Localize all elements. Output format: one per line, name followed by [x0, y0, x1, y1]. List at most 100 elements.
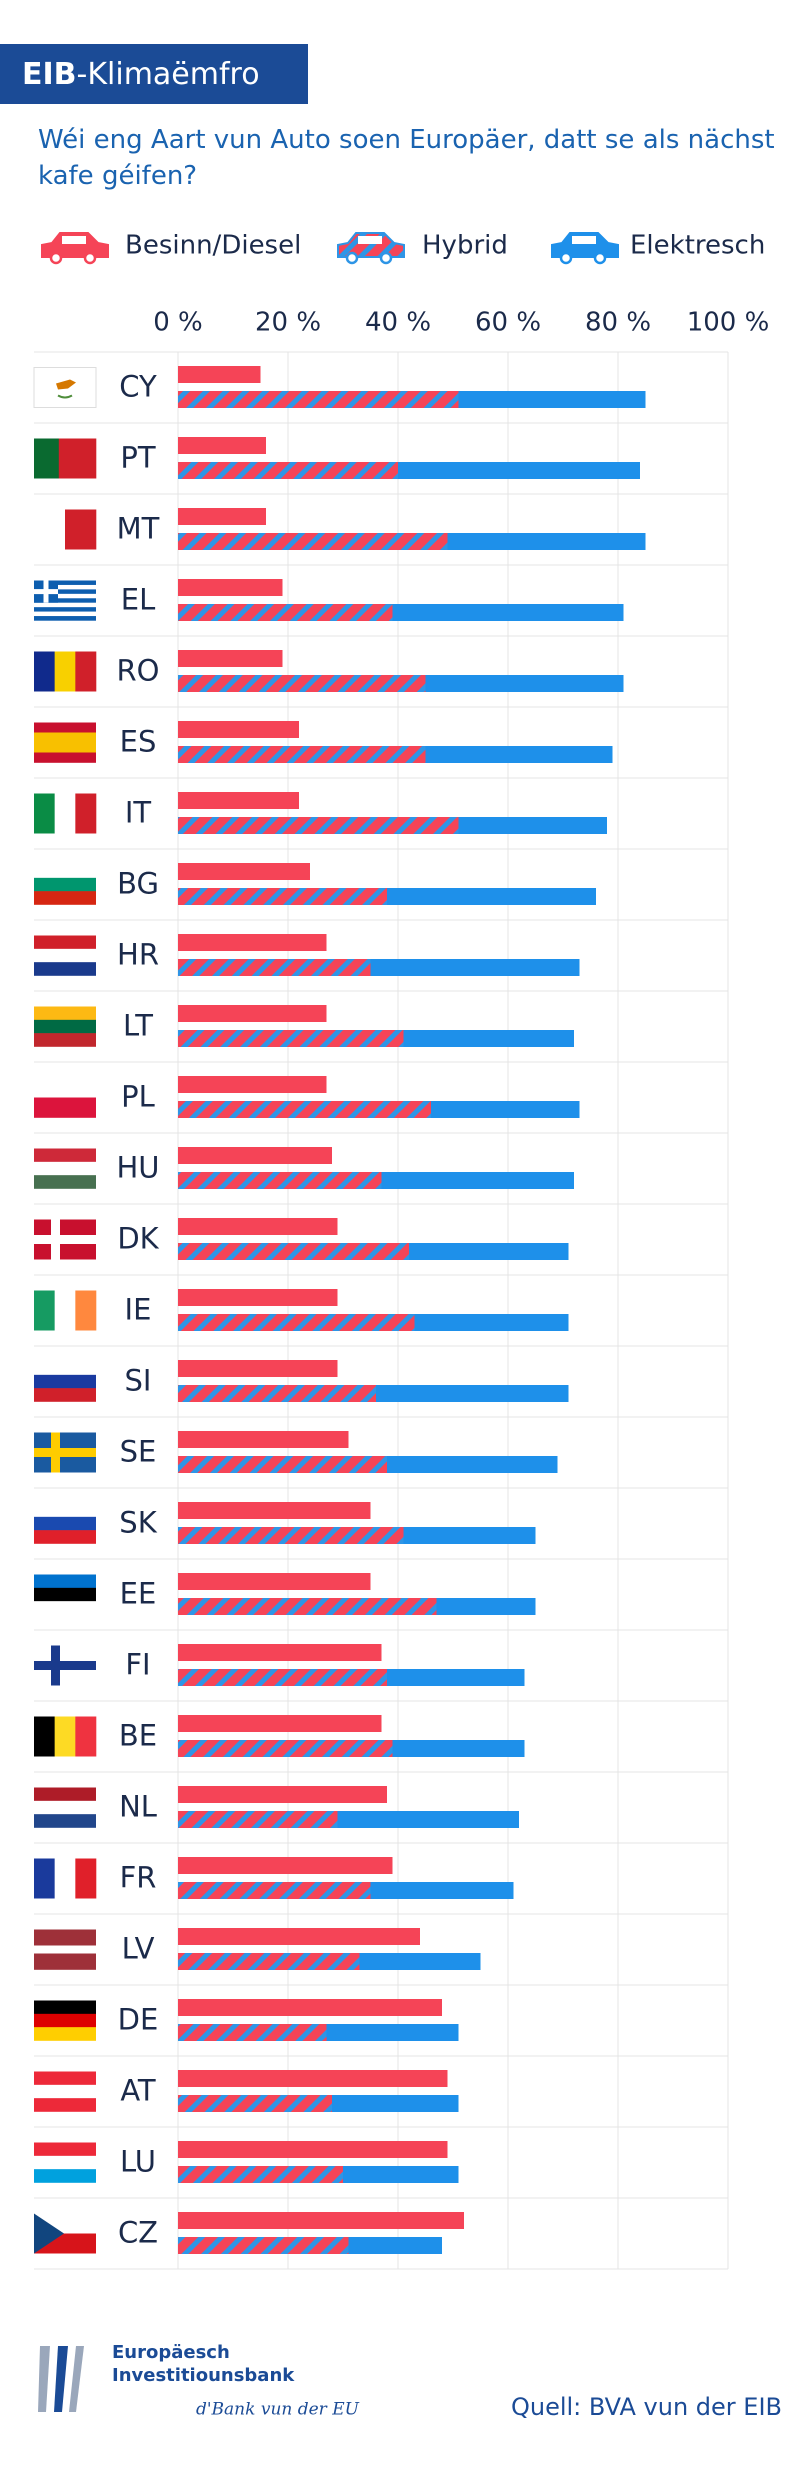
flag: [34, 1219, 96, 1260]
legend-icon: [41, 232, 109, 265]
category-label: NL: [119, 1790, 157, 1824]
flag: [34, 438, 97, 479]
bar: [332, 2095, 459, 2112]
category-label: EL: [121, 583, 155, 617]
bar: [178, 1928, 420, 1945]
bar: [178, 366, 261, 383]
category-label: FR: [120, 1861, 157, 1895]
subtitle: Wéi eng Aart vun Auto soen Europäer, dat…: [38, 125, 775, 191]
flag-part: [75, 793, 97, 834]
category-label: DK: [117, 1222, 159, 1256]
bar: [178, 888, 387, 905]
flag-part: [34, 948, 96, 963]
flag: [34, 1716, 97, 1757]
logo-mark: [38, 2346, 50, 2412]
bar: [392, 604, 624, 621]
bar: [376, 1385, 569, 1402]
logo-text: Investitiounsbank: [112, 2365, 295, 2386]
flag-part: [34, 584, 96, 590]
category-label: AT: [120, 2074, 156, 2108]
category-label: HU: [116, 1151, 159, 1185]
flag-part: [34, 1361, 96, 1376]
bar: [178, 675, 426, 692]
logo-mark: [69, 2346, 84, 2412]
flag: [34, 2071, 96, 2112]
flag-part: [34, 1503, 96, 1518]
flag-part: [34, 1574, 96, 1589]
flag-part: [34, 1953, 96, 1970]
flag-part: [34, 2071, 96, 2086]
flag-part: [34, 2155, 96, 2170]
flag-part: [34, 1290, 55, 1331]
category-label: RO: [117, 654, 160, 688]
flag-part: [34, 602, 96, 608]
car-body: [41, 232, 109, 258]
bar: [398, 462, 640, 479]
bar: [458, 817, 607, 834]
logo-text: Europäesch: [112, 2342, 230, 2363]
flag-part: [34, 1175, 96, 1189]
flag-part: [34, 2000, 96, 2015]
flag-part: [34, 732, 96, 753]
legend-icon: [551, 232, 619, 265]
bar: [178, 1005, 327, 1022]
bar: [178, 579, 283, 596]
flag-part: [34, 1587, 96, 1602]
legend-label: Besinn/Diesel: [125, 231, 301, 261]
bar: [414, 1314, 569, 1331]
title-text: -Klimaëmfro: [77, 57, 260, 92]
x-tick-label: 80 %: [585, 308, 651, 338]
bar: [178, 1101, 431, 1118]
flag-part: [34, 2098, 96, 2112]
category-label: LU: [120, 2145, 156, 2179]
flag-part: [34, 1097, 96, 1118]
flag: [34, 2213, 96, 2254]
bar: [178, 2095, 332, 2112]
flag-part: [54, 793, 76, 834]
flag-part: [34, 1033, 96, 1047]
category-label: CZ: [118, 2216, 158, 2250]
car-body: [551, 232, 619, 258]
flag-part: [34, 1787, 96, 1802]
logo-mark: [54, 2346, 68, 2412]
flag-part: [34, 589, 96, 595]
flag-part: [34, 607, 96, 612]
bar: [178, 1076, 327, 1093]
bar: [326, 2024, 459, 2041]
category-label: IE: [125, 1293, 152, 1327]
bar: [359, 1953, 481, 1970]
car-window: [62, 236, 86, 244]
car-wheel: [379, 251, 393, 265]
flag-part: [34, 616, 96, 621]
flag-part: [34, 651, 55, 692]
category-label: FI: [125, 1648, 150, 1682]
bar: [178, 863, 310, 880]
flag-part: [75, 651, 97, 692]
category-label: SE: [120, 1435, 157, 1469]
flag-part: [34, 2169, 96, 2183]
flag-part: [34, 1530, 96, 1544]
car-wheel: [593, 251, 607, 265]
bar: [436, 1598, 536, 1615]
flag: [34, 864, 96, 905]
bar: [178, 508, 266, 525]
bar: [178, 1289, 338, 1306]
bar: [409, 1243, 569, 1260]
flag-part: [34, 509, 66, 550]
category-label: MT: [117, 512, 160, 546]
flag-part: [34, 935, 96, 950]
car-wheel: [83, 251, 97, 265]
flag-part: [34, 793, 55, 834]
bar: [425, 675, 624, 692]
bar: [178, 437, 266, 454]
x-tick-label: 60 %: [475, 308, 541, 338]
flag-part: [34, 1661, 96, 1670]
flag-part: [34, 1601, 96, 1615]
bar: [178, 1456, 387, 1473]
car-body: [337, 232, 405, 258]
bar: [178, 1786, 387, 1803]
flag-part: [34, 1235, 96, 1244]
flag-part: [34, 877, 96, 892]
